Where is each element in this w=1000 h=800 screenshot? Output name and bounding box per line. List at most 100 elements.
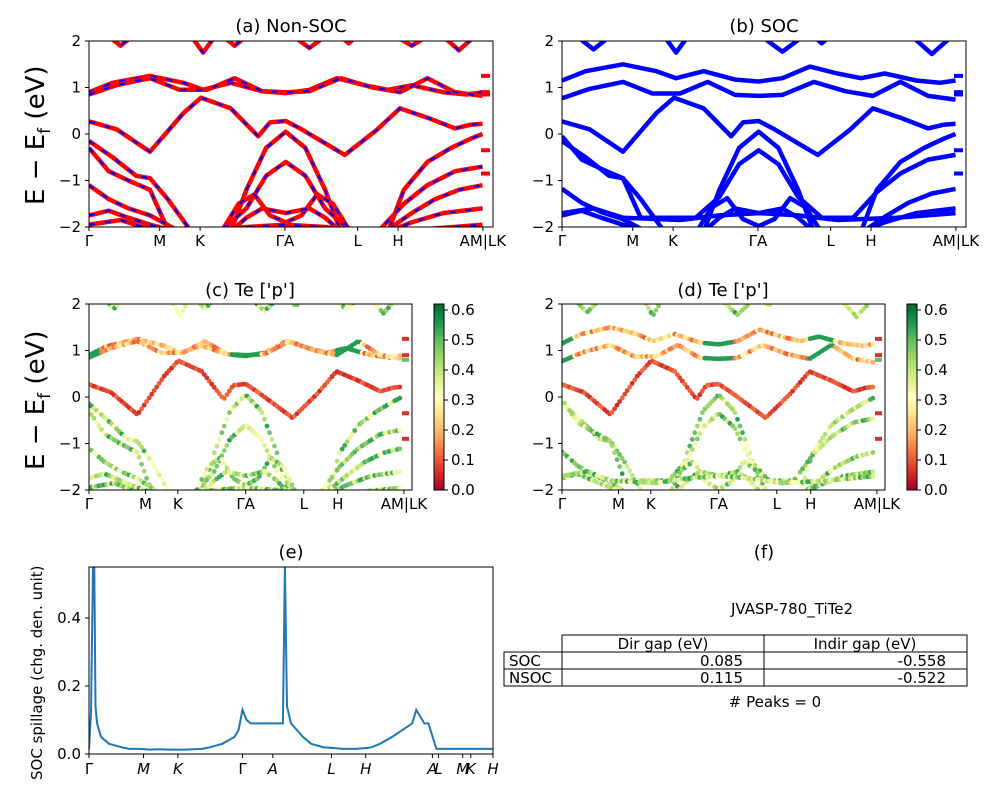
projection-point (637, 494, 642, 499)
xtick-label: L (327, 760, 335, 778)
panel-b-bands (562, 41, 963, 227)
projection-point (397, 395, 403, 401)
projection-point (870, 469, 876, 475)
projection-point (732, 426, 738, 431)
projection-point (657, 494, 662, 499)
projection-point (154, 491, 159, 496)
projection-point (351, 304, 356, 306)
projection-point (646, 305, 651, 311)
projection-point (657, 492, 662, 497)
projection-point (325, 492, 330, 497)
projection-point (388, 304, 394, 308)
projection-point (211, 450, 217, 456)
projection-point (315, 492, 320, 497)
band-line (580, 41, 607, 52)
projection-point (186, 489, 188, 490)
projection-point (687, 443, 693, 449)
projection-point (102, 297, 107, 302)
panel-c-te-p: (c) Te ['p'] 210−1−2Γ M K ΓA L H AM|LK 0.60.50… (59, 280, 475, 513)
projection-point (694, 396, 700, 401)
projection-point (625, 491, 630, 496)
projection-point (783, 494, 788, 499)
projection-point (181, 489, 183, 490)
projection-point (193, 489, 195, 490)
projection-point (216, 437, 222, 442)
xtick-label: Γ (238, 760, 247, 778)
projection-point (320, 492, 325, 497)
projection-point (264, 461, 270, 467)
xtick-label: AM|LK (854, 495, 902, 513)
projection-point (870, 450, 876, 455)
projection-point (629, 472, 635, 478)
projection-point (657, 492, 662, 497)
projection-point (192, 491, 197, 496)
ytick-label: 0 (71, 125, 81, 143)
projection-point (141, 448, 147, 454)
projection-point (619, 395, 625, 401)
projection-point (345, 490, 350, 495)
ytick-label: −2 (59, 481, 81, 499)
projection-point (397, 384, 403, 390)
projection-point (264, 448, 270, 453)
projection-point (282, 466, 287, 472)
panel-b-ticks: 2 1 0 −1 −2Γ M K ΓA L H AM|LK (532, 32, 980, 250)
panel-b-title: (b) SOC (729, 16, 798, 37)
panel-c-points (89, 297, 409, 497)
projection-point (189, 491, 194, 496)
projection-point (221, 423, 227, 429)
projection-point (569, 411, 575, 417)
projection-point (161, 489, 163, 490)
ytick-label: 0.4 (57, 609, 81, 627)
projection-point (91, 416, 97, 421)
projection-point (136, 454, 142, 460)
projection-point (163, 489, 165, 490)
projection-point (760, 492, 765, 497)
projection-point (745, 452, 750, 457)
projection-point (136, 441, 142, 446)
projection-point (156, 380, 162, 386)
projection-point (669, 288, 674, 293)
projection-point (162, 492, 167, 497)
band-line (562, 134, 956, 220)
projection-point (804, 489, 807, 490)
projection-point (817, 295, 822, 300)
panel-b-soc: (b) SOC 2 1 0 −1 −2Γ M K ΓA L H AM|LK (532, 16, 980, 250)
projection-point (184, 492, 189, 497)
projection-point (635, 492, 640, 497)
projection-point (146, 395, 152, 401)
projection-point (632, 377, 638, 383)
table-cell-nsoc-dir: 0.115 (700, 669, 743, 687)
projection-point (287, 492, 292, 497)
projection-point (692, 460, 698, 466)
projection-point (350, 490, 355, 495)
projection-point (94, 419, 99, 425)
projection-point (742, 447, 748, 452)
projection-point (397, 356, 403, 361)
projection-point (640, 492, 645, 497)
projection-point (303, 489, 306, 490)
projection-point (822, 431, 828, 437)
projection-point (790, 492, 795, 497)
band-line (342, 41, 355, 46)
projection-point (188, 489, 190, 490)
projection-point (617, 464, 622, 469)
ylabel-top-row: E − Ef (eV) (21, 65, 55, 205)
projection-point (219, 430, 225, 436)
projection-point (224, 416, 230, 422)
colorbar-tick-label: 0.3 (924, 391, 948, 409)
projection-point (697, 416, 703, 422)
projection-point (117, 304, 122, 306)
projection-point (292, 487, 297, 490)
band-line-dash (193, 41, 213, 55)
projection-point (310, 492, 315, 497)
projection-point (737, 436, 743, 442)
projection-point (303, 489, 306, 490)
projection-point (627, 384, 633, 390)
projection-point (612, 450, 617, 455)
projection-point (352, 490, 357, 495)
projection-point (397, 446, 403, 452)
projection-point (742, 437, 748, 442)
projection-point (687, 452, 693, 457)
projection-point (290, 492, 295, 497)
projection-point (317, 492, 322, 497)
